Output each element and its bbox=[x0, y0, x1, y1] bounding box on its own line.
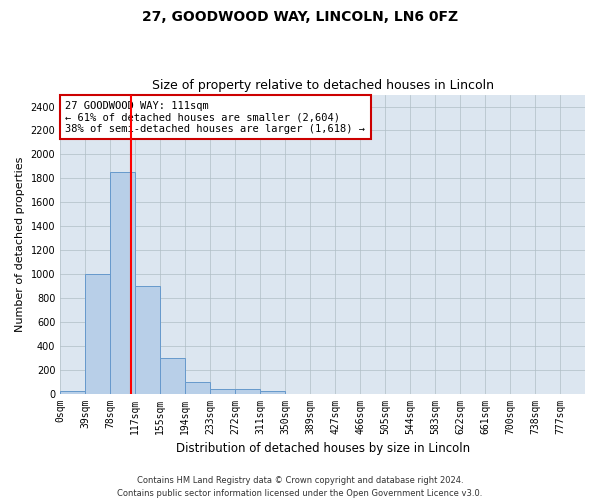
Bar bbox=[110, 172, 135, 394]
Bar bbox=[160, 358, 185, 394]
Bar bbox=[185, 382, 210, 394]
Bar bbox=[260, 391, 285, 394]
X-axis label: Distribution of detached houses by size in Lincoln: Distribution of detached houses by size … bbox=[176, 442, 470, 455]
Text: 27, GOODWOOD WAY, LINCOLN, LN6 0FZ: 27, GOODWOOD WAY, LINCOLN, LN6 0FZ bbox=[142, 10, 458, 24]
Bar bbox=[210, 389, 235, 394]
Bar bbox=[235, 390, 260, 394]
Text: 27 GOODWOOD WAY: 111sqm
← 61% of detached houses are smaller (2,604)
38% of semi: 27 GOODWOOD WAY: 111sqm ← 61% of detache… bbox=[65, 100, 365, 134]
Text: Contains HM Land Registry data © Crown copyright and database right 2024.
Contai: Contains HM Land Registry data © Crown c… bbox=[118, 476, 482, 498]
Bar bbox=[135, 286, 160, 394]
Y-axis label: Number of detached properties: Number of detached properties bbox=[15, 156, 25, 332]
Bar bbox=[60, 390, 85, 394]
Title: Size of property relative to detached houses in Lincoln: Size of property relative to detached ho… bbox=[152, 79, 494, 92]
Bar bbox=[85, 274, 110, 394]
